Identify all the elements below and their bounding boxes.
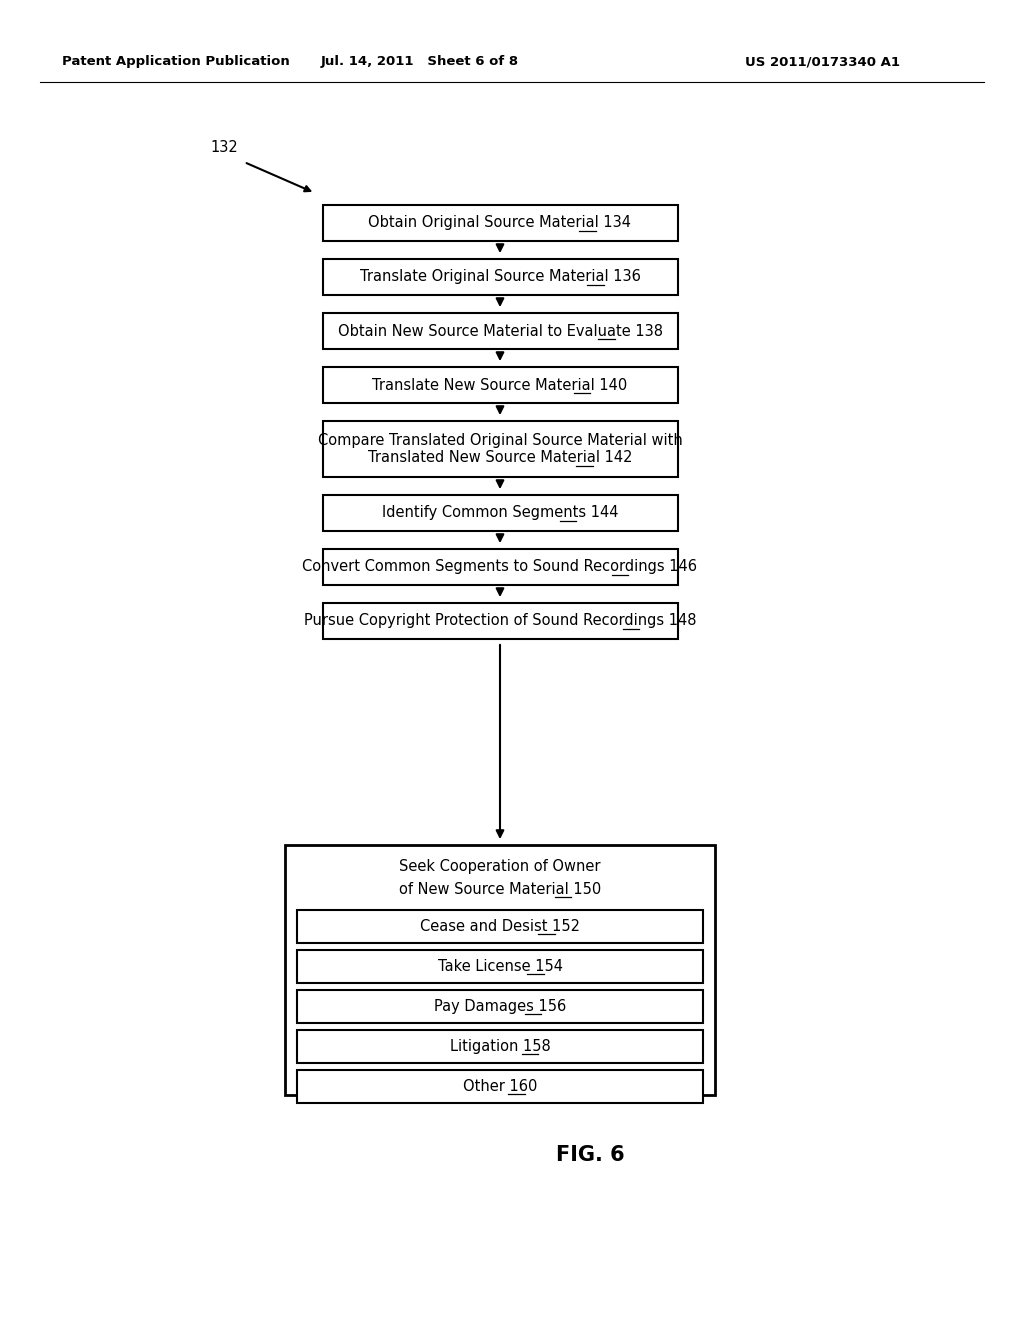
Bar: [323, 259, 678, 294]
Text: FIG. 6: FIG. 6: [556, 1144, 625, 1166]
Text: Patent Application Publication: Patent Application Publication: [62, 55, 290, 69]
Bar: [297, 909, 703, 942]
Text: Translate Original Source Material 136: Translate Original Source Material 136: [359, 269, 640, 285]
Text: Pursue Copyright Protection of Sound Recordings 148: Pursue Copyright Protection of Sound Rec…: [304, 614, 696, 628]
Bar: [297, 1071, 703, 1104]
Bar: [323, 205, 678, 242]
Text: Other 160: Other 160: [463, 1078, 538, 1094]
Text: Translate New Source Material 140: Translate New Source Material 140: [373, 378, 628, 392]
Bar: [285, 845, 715, 1096]
Bar: [323, 495, 678, 531]
Bar: [297, 1030, 703, 1063]
Text: Compare Translated Original Source Material with: Compare Translated Original Source Mater…: [317, 433, 682, 447]
Bar: [323, 603, 678, 639]
Bar: [323, 313, 678, 348]
Text: Obtain New Source Material to Evaluate 138: Obtain New Source Material to Evaluate 1…: [338, 323, 663, 338]
Text: of New Source Material 150: of New Source Material 150: [399, 882, 601, 896]
Text: Convert Common Segments to Sound Recordings 146: Convert Common Segments to Sound Recordi…: [302, 560, 697, 574]
Text: 132: 132: [210, 140, 238, 156]
Text: Translated New Source Material 142: Translated New Source Material 142: [368, 450, 632, 466]
Text: Obtain Original Source Material 134: Obtain Original Source Material 134: [369, 215, 632, 231]
Text: Identify Common Segments 144: Identify Common Segments 144: [382, 506, 618, 520]
Text: Take License 154: Take License 154: [437, 960, 562, 974]
Bar: [323, 367, 678, 403]
Text: Pay Damages 156: Pay Damages 156: [434, 999, 566, 1014]
Text: US 2011/0173340 A1: US 2011/0173340 A1: [745, 55, 900, 69]
Bar: [323, 421, 678, 477]
Text: Seek Cooperation of Owner: Seek Cooperation of Owner: [399, 859, 601, 874]
Text: Litigation 158: Litigation 158: [450, 1039, 550, 1053]
Text: Cease and Desist 152: Cease and Desist 152: [420, 919, 580, 935]
Bar: [297, 990, 703, 1023]
Text: Jul. 14, 2011   Sheet 6 of 8: Jul. 14, 2011 Sheet 6 of 8: [321, 55, 519, 69]
Bar: [323, 549, 678, 585]
Bar: [297, 950, 703, 983]
